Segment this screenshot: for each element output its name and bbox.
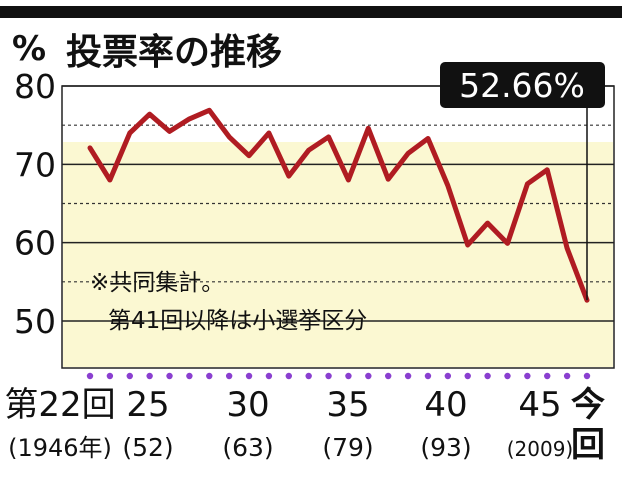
y-unit-label: %	[12, 29, 46, 69]
x-axis-dot	[106, 372, 114, 380]
y-tick-label: 50	[14, 302, 56, 341]
x-axis-dot	[365, 372, 372, 380]
x-label-top: 35	[326, 385, 369, 425]
x-axis-dot	[544, 372, 551, 380]
x-label-top: 25	[126, 385, 169, 425]
x-axis-dot	[285, 372, 292, 380]
x-axis-dot	[305, 372, 312, 380]
x-label-top: 30	[226, 385, 269, 425]
x-axis-dot	[484, 372, 491, 380]
y-tick-label: 60	[14, 224, 56, 263]
x-axis-dot	[265, 372, 273, 380]
x-label-bottom: (2009)	[507, 437, 574, 461]
top-rule	[0, 6, 622, 18]
x-axis-dot	[524, 372, 531, 380]
x-axis-dot	[146, 372, 153, 380]
x-axis-dot	[245, 372, 253, 380]
y-tick-labels: 50 60 70 80	[14, 67, 56, 341]
x-axis-dot	[563, 372, 571, 380]
y-tick-label: 70	[14, 145, 56, 184]
x-label-bottom: (52)	[122, 433, 173, 462]
callout-box	[440, 62, 605, 108]
x-label-bottom: 回	[571, 425, 605, 465]
chart-title: 投票率の推移	[66, 32, 282, 73]
y-tick-label: 80	[14, 67, 56, 106]
x-axis-dot	[225, 372, 233, 380]
note-line-1: ※共同集計。	[90, 270, 224, 296]
x-axis-dot	[504, 372, 511, 380]
x-axis-dot	[404, 372, 412, 380]
x-axis-dot	[166, 372, 173, 380]
x-label-top: 40	[424, 385, 467, 425]
x-label-top: 今	[571, 385, 605, 425]
x-axis-dot	[186, 372, 193, 380]
x-axis-labels: 第22回 (1946年) 25 (52) 30 (63) 35 (79) 40 (93) 45 (20…	[4, 385, 605, 465]
x-label-bottom: (1946年)	[8, 434, 112, 462]
x-axis-dot	[444, 372, 452, 380]
x-axis-dot	[424, 372, 432, 380]
x-axis-dot	[325, 372, 332, 380]
x-label-top: 第22回	[4, 385, 115, 425]
x-axis-dot	[385, 372, 392, 380]
plot-fill-band	[63, 142, 613, 367]
note-line-2: 第41回以降は小選挙区分	[108, 308, 367, 334]
x-label-bottom: (93)	[420, 433, 471, 462]
x-axis-dot	[345, 372, 352, 380]
callout-value: 52.66%	[459, 66, 585, 105]
x-axis-dot	[206, 372, 213, 380]
x-axis-dot	[126, 372, 133, 380]
x-label-bottom: (79)	[322, 433, 373, 462]
x-axis-dots	[86, 372, 591, 380]
gridlines	[62, 85, 614, 322]
x-axis-dot	[86, 372, 94, 380]
x-label-top: 45	[518, 385, 561, 425]
x-axis-dot	[464, 372, 471, 380]
x-axis-dot	[583, 372, 591, 380]
turnout-line	[87, 107, 590, 303]
x-label-bottom: (63)	[222, 433, 273, 462]
